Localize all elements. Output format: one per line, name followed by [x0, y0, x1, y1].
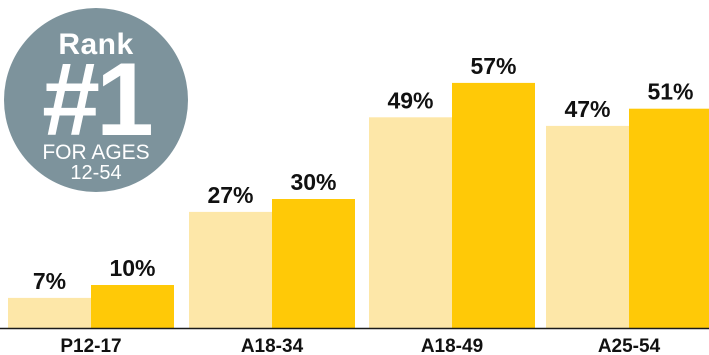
bar-a18-34-series-2 [272, 199, 355, 328]
data-label-a18-49-series-2: 57% [470, 53, 516, 79]
badge-ages-range: 12-54 [70, 162, 122, 184]
data-label-a25-54-series-1: 47% [564, 96, 610, 122]
category-label-a18-49: A18-49 [421, 336, 483, 355]
bar-p12-17-series-2 [91, 285, 174, 328]
category-label-a18-34: A18-34 [241, 336, 304, 355]
category-label-p12-17: P12-17 [60, 336, 121, 355]
bar-a18-34-series-1 [189, 211, 272, 328]
category-label-a25-54: A25-54 [598, 336, 661, 355]
rank-badge: Rank #1 FOR AGES 12-54 [4, 8, 188, 192]
data-label-a25-54-series-2: 51% [647, 79, 693, 105]
data-label-p12-17-series-1: 7% [33, 268, 66, 294]
data-label-a18-34-series-2: 30% [290, 169, 336, 195]
badge-ages-label: FOR AGES [42, 141, 150, 164]
bar-a18-49-series-2 [452, 82, 535, 329]
bar-a18-49-series-1 [369, 117, 452, 328]
badge-rank-label: Rank [58, 28, 134, 61]
bar-p12-17-series-1 [8, 297, 91, 328]
bar-a25-54-series-2 [629, 108, 709, 328]
badge-rank-number: #1 [42, 42, 154, 158]
data-label-p12-17-series-2: 10% [109, 255, 155, 281]
data-label-a18-34-series-1: 27% [207, 182, 253, 208]
bar-a25-54-series-1 [546, 125, 629, 329]
data-label-a18-49-series-1: 49% [387, 87, 433, 113]
